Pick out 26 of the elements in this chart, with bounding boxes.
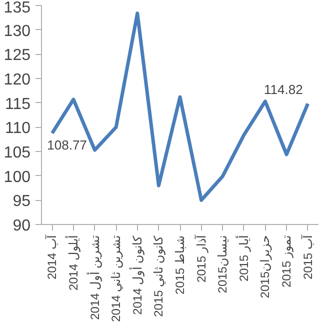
x-tick-label: تشرين أول 2014 — [86, 235, 102, 320]
x-tick-label: أيار 2015 — [236, 235, 251, 282]
x-tick-label: آب 2015 — [300, 234, 315, 280]
y-tick-label: 130 — [4, 22, 31, 40]
x-tick-label: تشرين ثاني 2014 — [109, 235, 124, 322]
data-label: 114.82 — [264, 82, 303, 98]
x-tick-label: تموز 2015 — [280, 235, 294, 288]
x-tick-label: آب 2014 — [44, 234, 60, 280]
data-label: 108.77 — [47, 138, 87, 153]
x-tick-label: كانون ثاني 2015 — [152, 235, 166, 317]
x-tick-label: أيلول 2014 — [65, 235, 80, 291]
x-tick-label: شباط 2015 — [173, 235, 187, 295]
y-tick-label: 95 — [12, 193, 31, 210]
line-series — [50, 12, 310, 202]
y-tick-label: 115 — [4, 96, 31, 113]
y-tick-label: 120 — [4, 72, 31, 88]
x-tick-label: حزيران2015 — [258, 235, 272, 298]
y-tick-label: 125 — [4, 47, 31, 64]
y-tick-label: 105 — [4, 144, 31, 162]
x-tick-label: آذار 2015 — [193, 234, 208, 283]
y-tick-label: 100 — [4, 168, 31, 186]
y-tick-label: 90 — [12, 218, 31, 234]
x-tick-label: نيسان2015 — [216, 235, 230, 294]
y-tick-label: 135 — [4, 0, 31, 16]
y-tick-label: 110 — [4, 120, 31, 138]
x-tick-label: كانون أول 2014 — [129, 235, 144, 315]
